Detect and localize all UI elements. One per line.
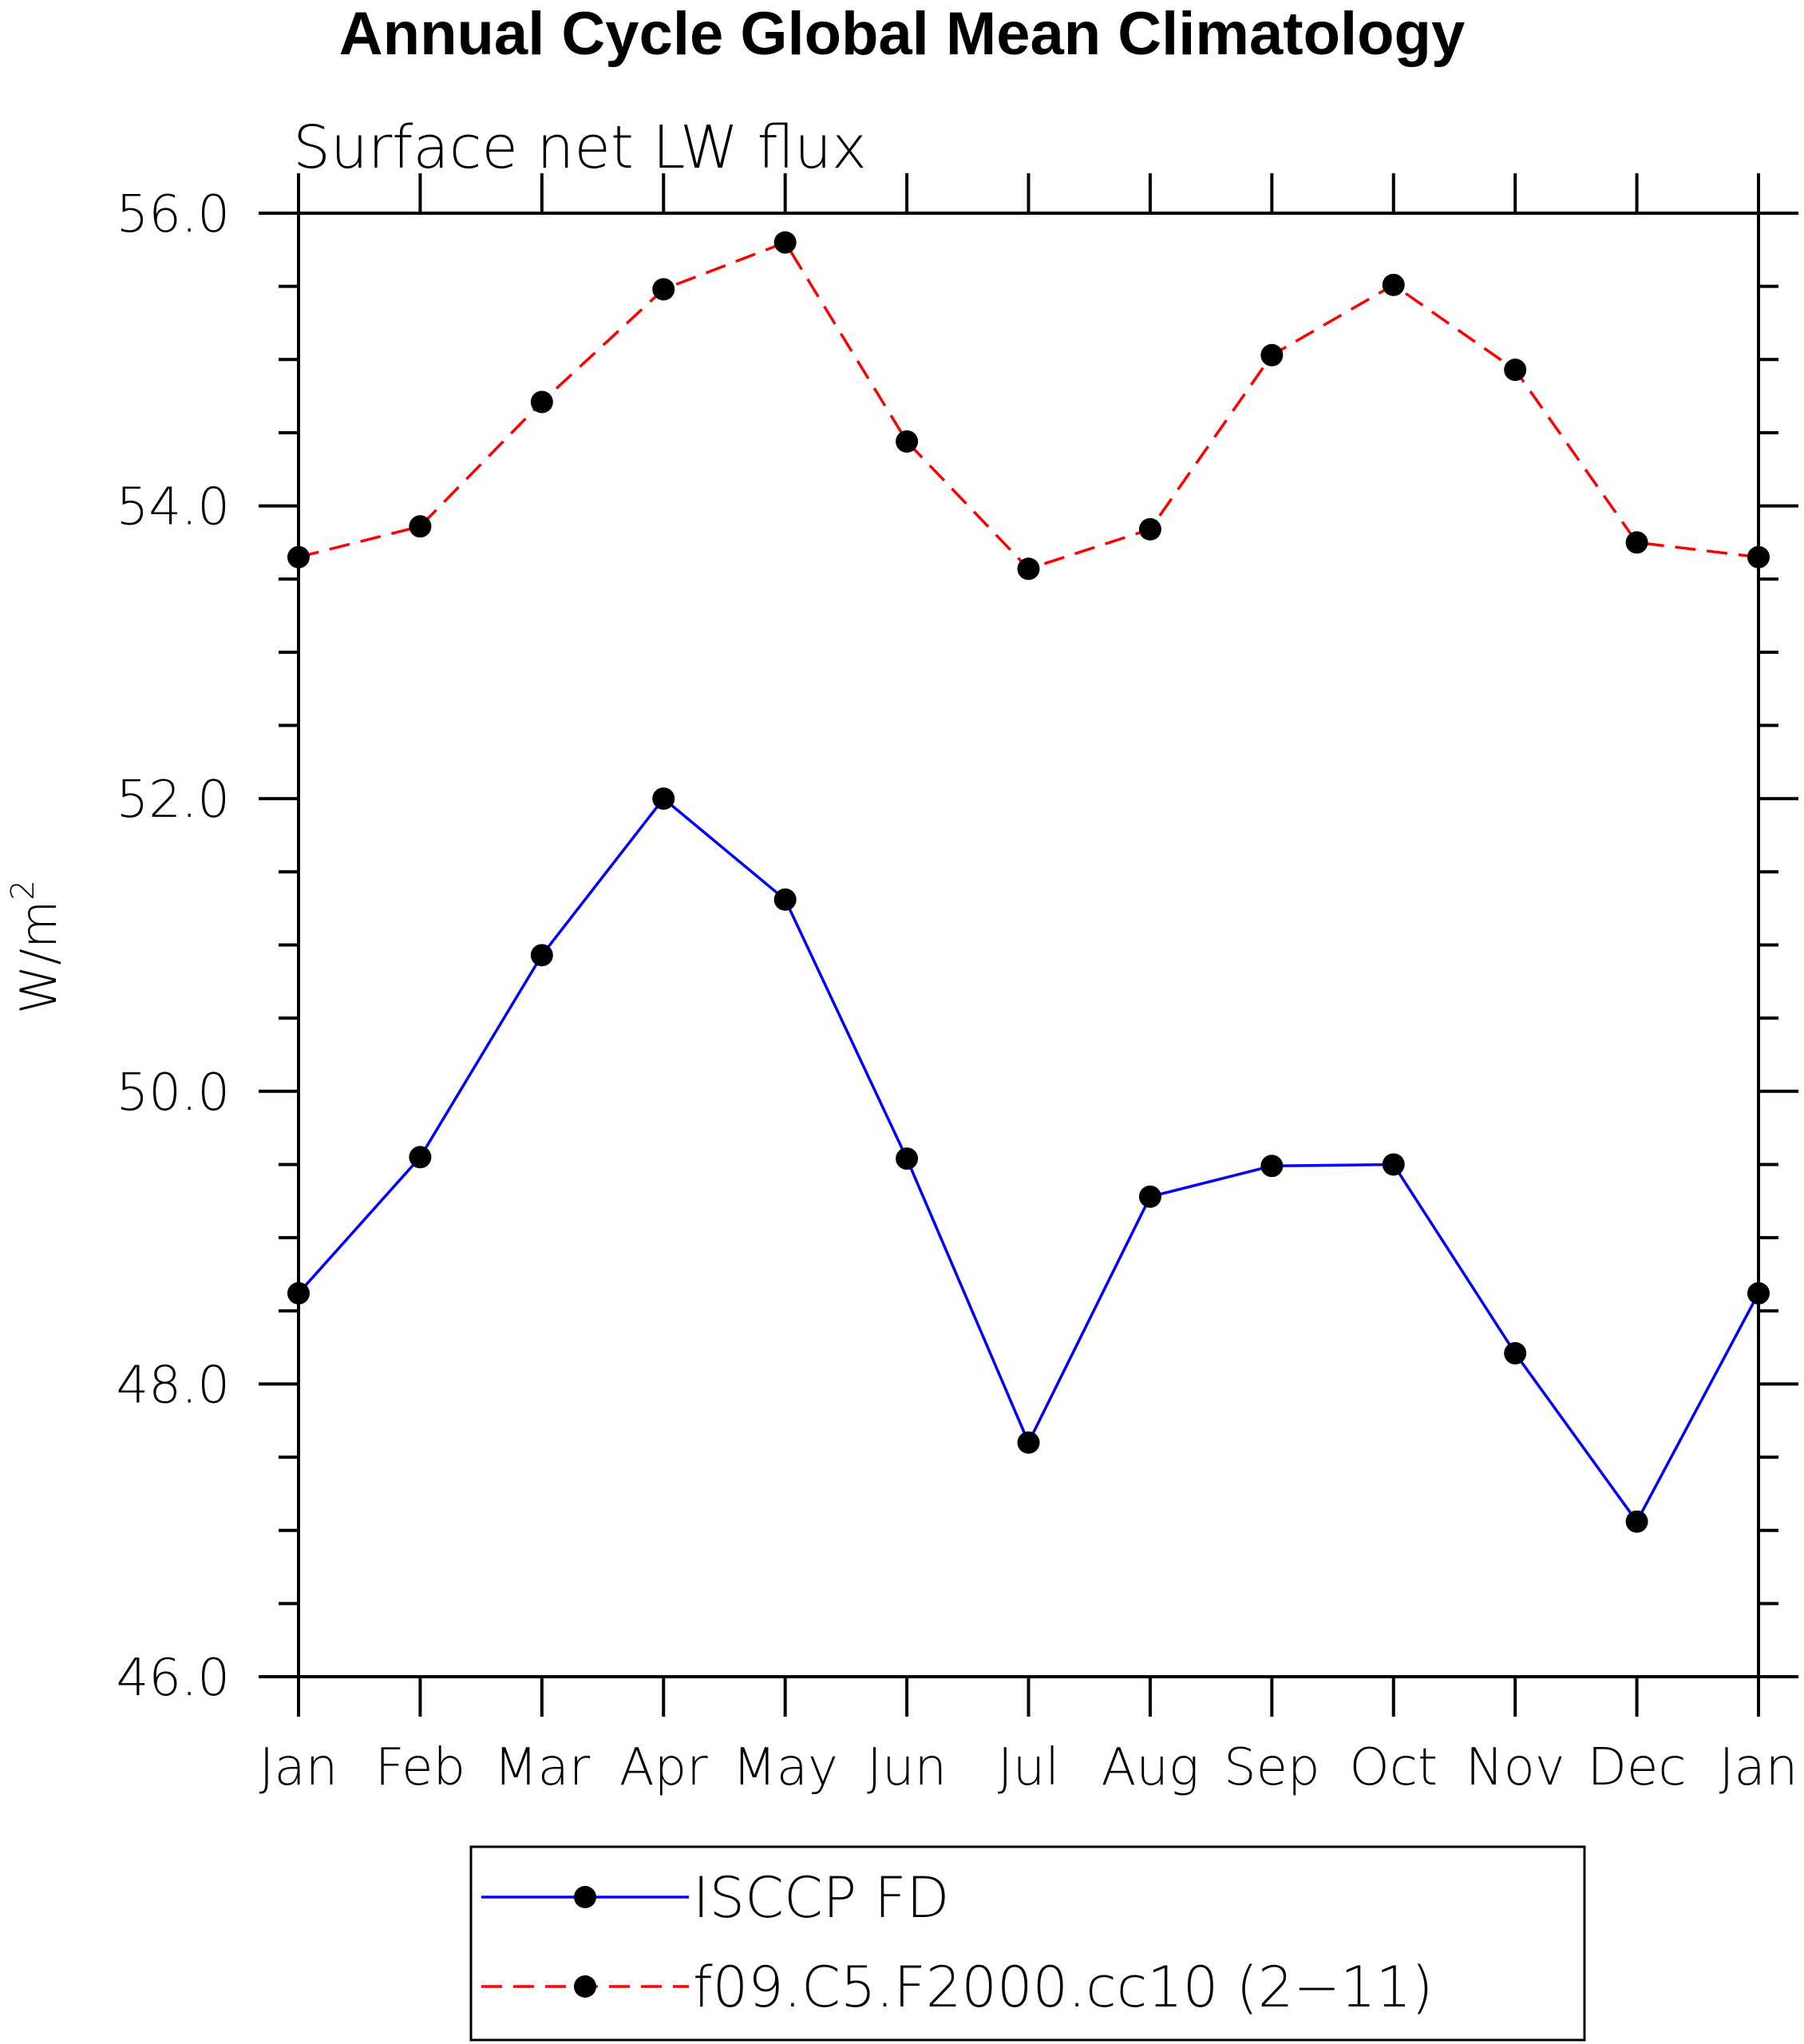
data-point xyxy=(1138,517,1161,541)
data-point xyxy=(1260,1155,1284,1178)
series-2 xyxy=(287,231,1770,580)
data-point xyxy=(1260,343,1284,366)
data-point xyxy=(896,1147,919,1171)
x-tick-label: Jul xyxy=(998,1738,1059,1797)
data-point xyxy=(409,1146,432,1169)
svg-text:W/m2: W/m2 xyxy=(5,880,68,1014)
data-point xyxy=(287,1281,310,1305)
x-tick-label: Apr xyxy=(619,1738,708,1797)
data-point xyxy=(530,944,553,967)
chart-subtitle: Surface net LW flux xyxy=(293,113,867,182)
x-tick-label: May xyxy=(733,1738,838,1797)
data-point xyxy=(1382,1153,1405,1176)
series-group xyxy=(287,231,1770,1533)
data-point xyxy=(409,515,432,538)
legend-label: f09.C5.F2000.cc10 (2−11) xyxy=(693,1955,1433,2020)
x-tick-label: Nov xyxy=(1466,1738,1565,1797)
x-tick-label: Feb xyxy=(375,1738,465,1797)
legend-box xyxy=(469,1845,1586,2042)
x-tick-label: Jan xyxy=(1719,1738,1798,1797)
x-tick-label: Aug xyxy=(1102,1738,1200,1797)
y-tick-label: 56.0 xyxy=(117,185,231,244)
x-tick-label: Dec xyxy=(1588,1738,1687,1797)
data-point xyxy=(773,888,797,911)
data-point xyxy=(1504,358,1527,382)
series-line xyxy=(298,240,1759,571)
chart-title: Annual Cycle Global Mean Climatology xyxy=(339,0,1465,68)
legend-marker xyxy=(574,1975,596,1998)
data-point xyxy=(1382,273,1405,296)
data-point xyxy=(1747,545,1770,568)
y-tick-label: 54.0 xyxy=(117,478,231,537)
y-axis-label: W/m xyxy=(10,900,68,1014)
y-tick-label: 50.0 xyxy=(117,1064,231,1123)
data-point xyxy=(287,545,310,568)
x-tick-label: Jan xyxy=(259,1738,338,1797)
y-tick-label: 48.0 xyxy=(117,1356,231,1415)
data-point xyxy=(1017,557,1040,580)
y-axis-title: W/m2 xyxy=(5,880,68,1014)
data-point xyxy=(1625,1510,1648,1533)
legend-entry-2: f09.C5.F2000.cc10 (2−11) xyxy=(481,1955,1433,2020)
x-tick-label: Oct xyxy=(1349,1738,1438,1797)
data-point xyxy=(530,390,553,414)
data-point xyxy=(773,231,797,254)
legend-entries: ISCCP FD f09.C5.F2000.cc10 (2−11) xyxy=(481,1865,1433,2020)
x-tick-label: Sep xyxy=(1224,1738,1320,1797)
y-tick-label: 52.0 xyxy=(117,770,231,830)
data-point xyxy=(1625,531,1648,554)
data-point xyxy=(652,787,675,810)
legend-entry-1: ISCCP FD xyxy=(481,1865,949,1931)
series-line xyxy=(297,796,1760,1525)
legend-label: ISCCP FD xyxy=(693,1865,949,1931)
data-point xyxy=(1747,1281,1770,1305)
x-tick-label: Jun xyxy=(867,1738,947,1797)
plot-frame xyxy=(297,212,1760,1678)
series-1 xyxy=(287,787,1770,1533)
y-axis-label-superscript: 2 xyxy=(5,880,42,900)
y-tick-label: 46.0 xyxy=(117,1649,231,1708)
data-point xyxy=(1138,1185,1161,1208)
data-point xyxy=(1504,1341,1527,1365)
axis-ticks xyxy=(259,173,1798,1717)
data-point xyxy=(652,278,675,301)
data-point xyxy=(1017,1431,1040,1454)
data-point xyxy=(896,430,919,453)
tick-labels: Jan Feb Mar Apr May Jun Jul Aug Sep Oct Nov Dec Jan 4… xyxy=(117,185,1798,1797)
legend: ISCCP FD f09.C5.F2000.cc10 (2−11) xyxy=(469,1845,1586,2042)
x-tick-label: Mar xyxy=(493,1738,590,1797)
legend-marker xyxy=(574,1886,596,1908)
